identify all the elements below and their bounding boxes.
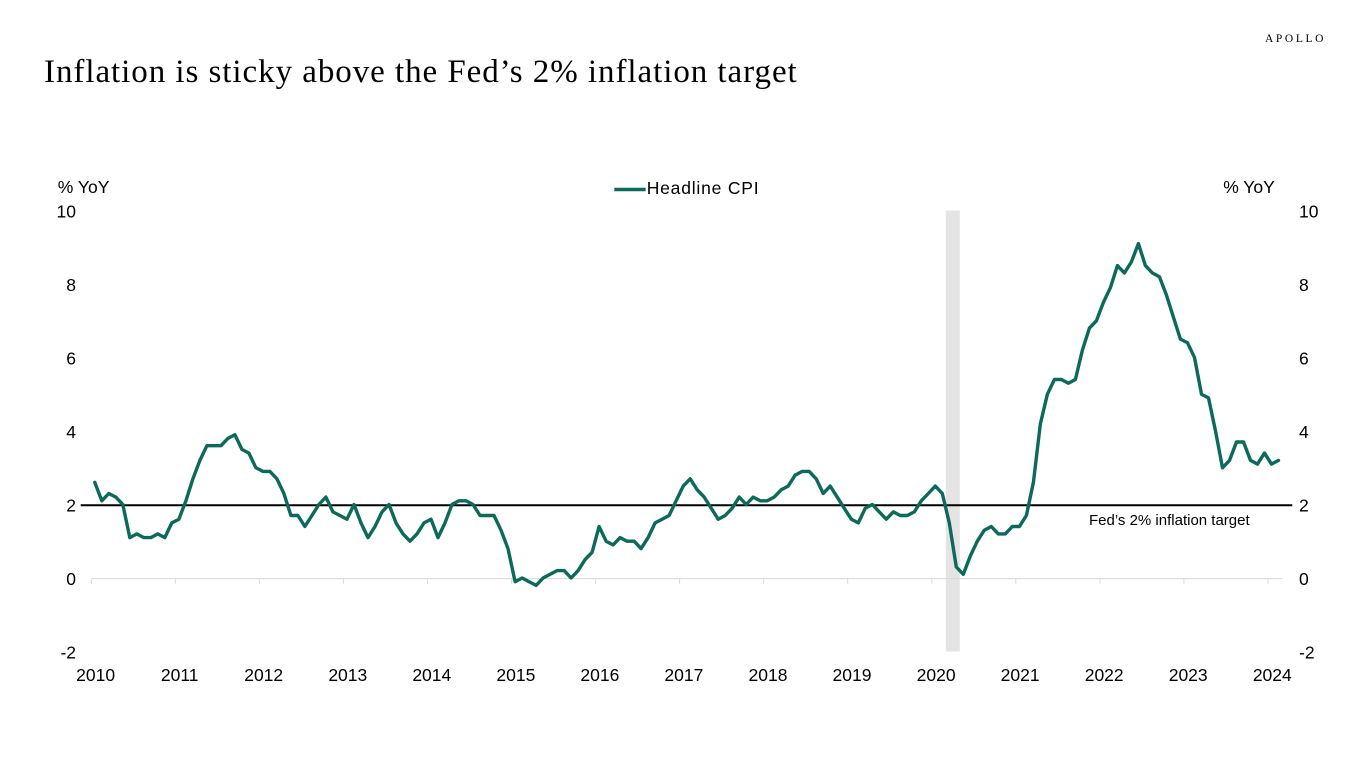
svg-text:2: 2 xyxy=(66,496,76,516)
svg-text:2020: 2020 xyxy=(917,665,956,685)
svg-text:2013: 2013 xyxy=(328,665,367,685)
svg-text:-2: -2 xyxy=(1299,643,1315,663)
svg-text:10: 10 xyxy=(1299,202,1319,222)
svg-text:Fed’s 2% inflation target: Fed’s 2% inflation target xyxy=(1089,512,1250,529)
svg-text:% YoY: % YoY xyxy=(1223,177,1275,197)
svg-text:2011: 2011 xyxy=(161,665,199,685)
svg-text:2015: 2015 xyxy=(496,665,535,685)
svg-text:Inflation is sticky above the: Inflation is sticky above the Fed’s 2% i… xyxy=(44,54,798,90)
svg-text:2012: 2012 xyxy=(244,665,283,685)
svg-text:6: 6 xyxy=(1299,349,1309,369)
svg-text:0: 0 xyxy=(1299,569,1309,589)
svg-text:2018: 2018 xyxy=(749,665,788,685)
svg-text:8: 8 xyxy=(66,275,76,295)
svg-text:0: 0 xyxy=(66,569,76,589)
svg-text:2010: 2010 xyxy=(76,665,115,685)
svg-text:2022: 2022 xyxy=(1085,665,1124,685)
svg-text:2017: 2017 xyxy=(664,665,703,685)
svg-text:APOLLO: APOLLO xyxy=(1265,33,1326,45)
svg-text:-2: -2 xyxy=(60,643,76,663)
svg-text:4: 4 xyxy=(1299,422,1309,442)
svg-text:2023: 2023 xyxy=(1169,665,1208,685)
svg-text:2016: 2016 xyxy=(580,665,619,685)
svg-text:2019: 2019 xyxy=(833,665,872,685)
svg-text:2024: 2024 xyxy=(1253,665,1292,685)
svg-text:2014: 2014 xyxy=(412,665,451,685)
svg-text:4: 4 xyxy=(66,422,76,442)
svg-text:Headline CPI: Headline CPI xyxy=(647,178,760,198)
svg-text:10: 10 xyxy=(57,202,77,222)
svg-text:6: 6 xyxy=(66,349,76,369)
svg-text:% YoY: % YoY xyxy=(58,177,110,197)
svg-text:8: 8 xyxy=(1299,275,1309,295)
svg-text:2021: 2021 xyxy=(1001,665,1040,685)
svg-text:2: 2 xyxy=(1299,496,1309,516)
